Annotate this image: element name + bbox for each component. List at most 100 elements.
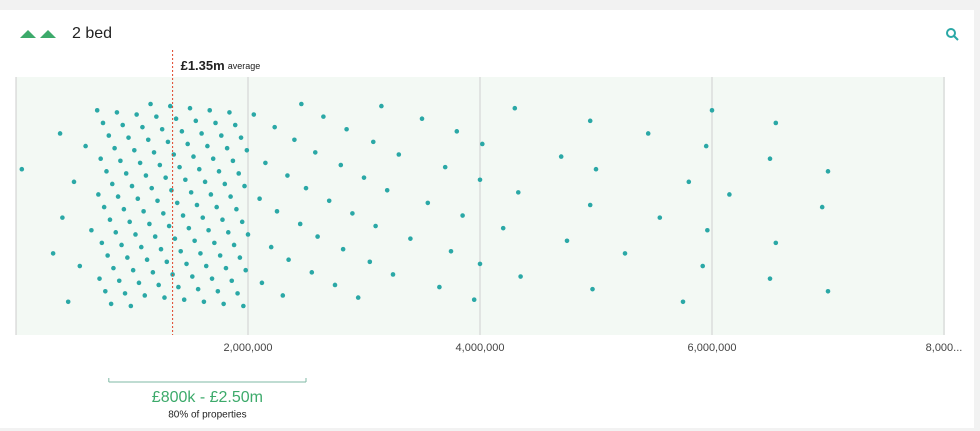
point [108,301,114,307]
point [166,223,172,229]
point [238,135,244,140]
point [120,122,126,128]
point [97,276,102,281]
point [114,110,120,115]
point [154,114,159,119]
point [373,223,378,229]
point [590,286,595,292]
point [98,156,103,162]
point [236,171,242,176]
point [129,183,135,189]
point [285,173,290,178]
point [132,147,137,153]
point [162,295,167,300]
point [184,261,189,267]
point [161,211,166,216]
point [121,206,127,212]
point [195,286,201,292]
point [312,150,318,155]
point [149,185,155,191]
point [140,124,145,130]
point [220,217,225,223]
point [408,236,413,241]
point [19,166,25,172]
point [680,299,686,305]
x-tick-label: 8,000... [926,342,963,354]
point [103,288,108,294]
collapse-icon[interactable] [40,30,56,38]
point [471,297,477,302]
point [272,124,277,130]
point [228,194,233,199]
point [115,194,121,199]
point [338,162,344,168]
range-text: 80% of properties [168,410,246,421]
point [686,179,692,185]
point [209,276,215,281]
point [235,291,240,296]
point [112,145,117,151]
point [130,267,136,273]
point [709,108,715,113]
point [196,166,202,172]
point [201,299,207,305]
point [825,288,831,294]
point [137,160,143,166]
point [500,225,506,231]
point [480,141,485,147]
point [321,114,326,119]
point [773,240,779,246]
point [219,133,224,138]
point [216,169,222,174]
point [280,293,286,298]
point [245,232,251,237]
point [767,276,773,281]
point [297,221,303,227]
point [367,259,373,265]
point [244,147,250,153]
point [705,227,710,233]
point [241,303,246,309]
point [215,288,221,294]
point [106,133,112,138]
point [242,183,247,189]
zoom-icon[interactable] [946,28,956,38]
point [202,179,208,185]
point [151,150,157,155]
point [141,209,146,214]
point [251,112,257,117]
point [157,162,163,168]
point [231,242,237,248]
point [259,280,265,286]
point [477,261,483,267]
point [109,181,115,187]
collapse-icon[interactable] [20,30,36,38]
point [50,251,56,256]
range-label: £800k - £2.50m [152,389,263,406]
point [89,227,94,233]
point [222,181,228,187]
point [207,108,213,113]
point [419,116,425,122]
point [144,257,150,263]
point [396,152,402,157]
average-label: £1.35m average [181,58,261,73]
point [564,238,570,244]
point [243,267,248,273]
point [194,202,200,208]
point [83,143,88,149]
point [128,303,134,309]
point [303,185,309,191]
point [200,215,206,220]
point [448,248,454,254]
point [384,187,390,193]
point [224,145,230,151]
point [172,236,178,241]
point [208,192,214,197]
point [515,190,521,195]
point [135,196,141,201]
point [518,274,523,279]
point [136,280,142,286]
average-value: £1.35m [181,58,225,73]
